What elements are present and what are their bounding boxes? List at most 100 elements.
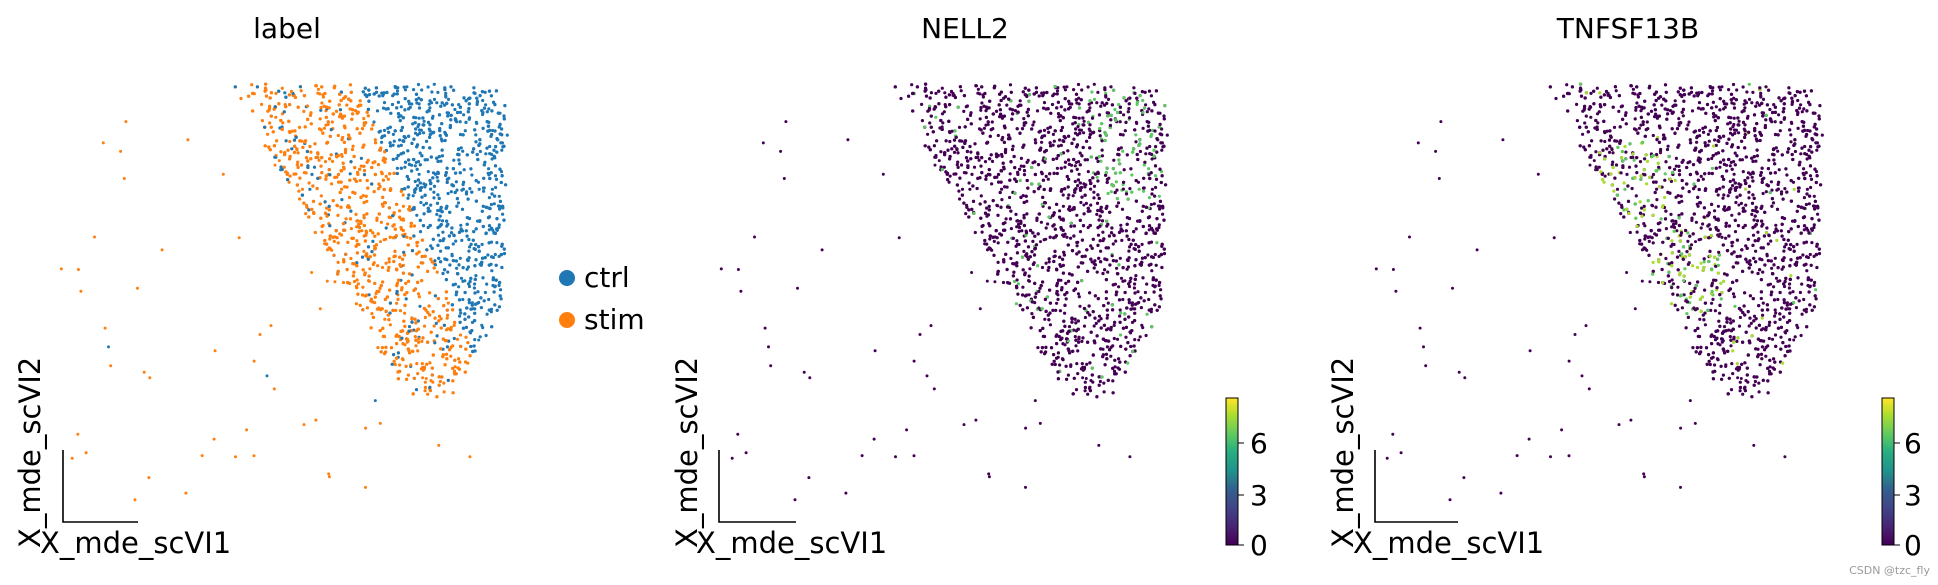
scatter-point <box>1046 313 1050 317</box>
scatter-point <box>493 252 497 257</box>
scatter-point <box>490 187 494 191</box>
scatter-point <box>318 202 322 206</box>
scatter-point <box>422 203 426 207</box>
scatter-point <box>347 97 351 101</box>
scatter-point <box>476 290 480 294</box>
scatter-point <box>1093 259 1097 263</box>
scatter-point <box>416 280 420 284</box>
scatter-point <box>360 229 364 233</box>
scatter-point <box>1022 200 1026 205</box>
scatter-point <box>1050 362 1054 366</box>
scatter-point <box>1027 274 1031 278</box>
scatter-point <box>477 143 481 147</box>
scatter-point <box>395 106 399 110</box>
scatter-point <box>437 314 442 318</box>
scatter-point <box>387 206 391 210</box>
scatter-point <box>315 186 319 191</box>
scatter-point <box>779 149 783 153</box>
scatter-point <box>1043 150 1047 154</box>
scatter-point <box>463 370 467 374</box>
scatter-point <box>332 253 336 257</box>
scatter-point <box>472 230 476 234</box>
scatter-point <box>1050 102 1055 107</box>
scatter-point <box>426 209 430 213</box>
scatter-point <box>467 315 471 319</box>
scatter-point <box>1055 89 1060 93</box>
scatter-point <box>426 225 430 230</box>
scatter-point <box>485 146 489 150</box>
scatter-point <box>965 205 969 209</box>
scatter-point <box>212 437 216 441</box>
scatter-point <box>414 388 419 392</box>
scatter-point <box>1111 242 1115 246</box>
scatter-point <box>409 224 413 228</box>
scatter-point <box>433 316 437 320</box>
scatter-point <box>1052 139 1056 143</box>
scatter-point <box>351 236 355 240</box>
scatter-point <box>392 92 396 96</box>
scatter-point <box>489 202 493 207</box>
scatter-point <box>473 311 477 315</box>
scatter-point <box>1062 319 1066 323</box>
scatter-point <box>501 204 505 208</box>
scatter-point <box>452 323 456 327</box>
scatter-point <box>444 339 448 343</box>
scatter-point <box>340 138 344 142</box>
scatter-point <box>1086 85 1090 89</box>
scatter-point <box>1116 201 1121 205</box>
scatter-point <box>109 364 113 368</box>
scatter-point <box>418 188 423 192</box>
scatter-point <box>1037 289 1041 294</box>
scatter-point <box>1121 133 1125 137</box>
scatter-point <box>1037 187 1041 191</box>
scatter-point <box>1160 265 1164 270</box>
scatter-point <box>435 201 440 205</box>
scatter-point <box>489 94 493 98</box>
scatter-point <box>340 187 344 191</box>
scatter-point <box>461 279 465 283</box>
scatter-point <box>485 312 489 316</box>
scatter-point <box>160 248 164 252</box>
scatter-point <box>319 194 323 198</box>
scatter-point <box>1087 102 1091 106</box>
scatter-point <box>107 345 110 349</box>
scatter-point <box>1135 100 1139 104</box>
scatter-point <box>1140 323 1144 327</box>
scatter-point <box>389 187 393 191</box>
scatter-point <box>1065 85 1069 89</box>
scatter-point <box>423 380 427 384</box>
scatter-point <box>406 149 410 153</box>
scatter-point <box>1067 177 1071 181</box>
scatter-point <box>186 138 190 142</box>
scatter-point <box>956 151 960 155</box>
scatter-point <box>1157 225 1161 230</box>
scatter-point <box>1111 283 1115 287</box>
scatter-point <box>365 178 369 183</box>
scatter-point <box>1143 256 1147 260</box>
scatter-point <box>793 498 797 502</box>
scatter-point <box>476 180 481 184</box>
scatter-point <box>389 346 394 350</box>
scatter-point <box>1008 136 1012 140</box>
scatter-point <box>355 239 359 243</box>
scatter-point <box>446 191 450 196</box>
scatter-point <box>451 167 455 171</box>
scatter-point <box>344 147 348 152</box>
scatter-point <box>306 159 310 163</box>
scatter-point <box>362 216 366 220</box>
scatter-point <box>1165 133 1169 137</box>
scatter-point <box>477 300 481 305</box>
scatter-point <box>1126 361 1130 365</box>
scatter-point <box>453 320 457 324</box>
scatter-point <box>403 97 407 101</box>
scatter-point <box>962 94 967 98</box>
scatter-point <box>267 106 272 111</box>
scatter-point <box>361 285 365 289</box>
scatter-point <box>454 239 458 243</box>
scatter-point <box>872 437 876 441</box>
scatter-point <box>1159 252 1164 257</box>
scatter-point <box>1123 370 1127 374</box>
scatter-point <box>400 286 404 290</box>
scatter-point <box>436 179 440 183</box>
scatter-point <box>426 206 430 210</box>
